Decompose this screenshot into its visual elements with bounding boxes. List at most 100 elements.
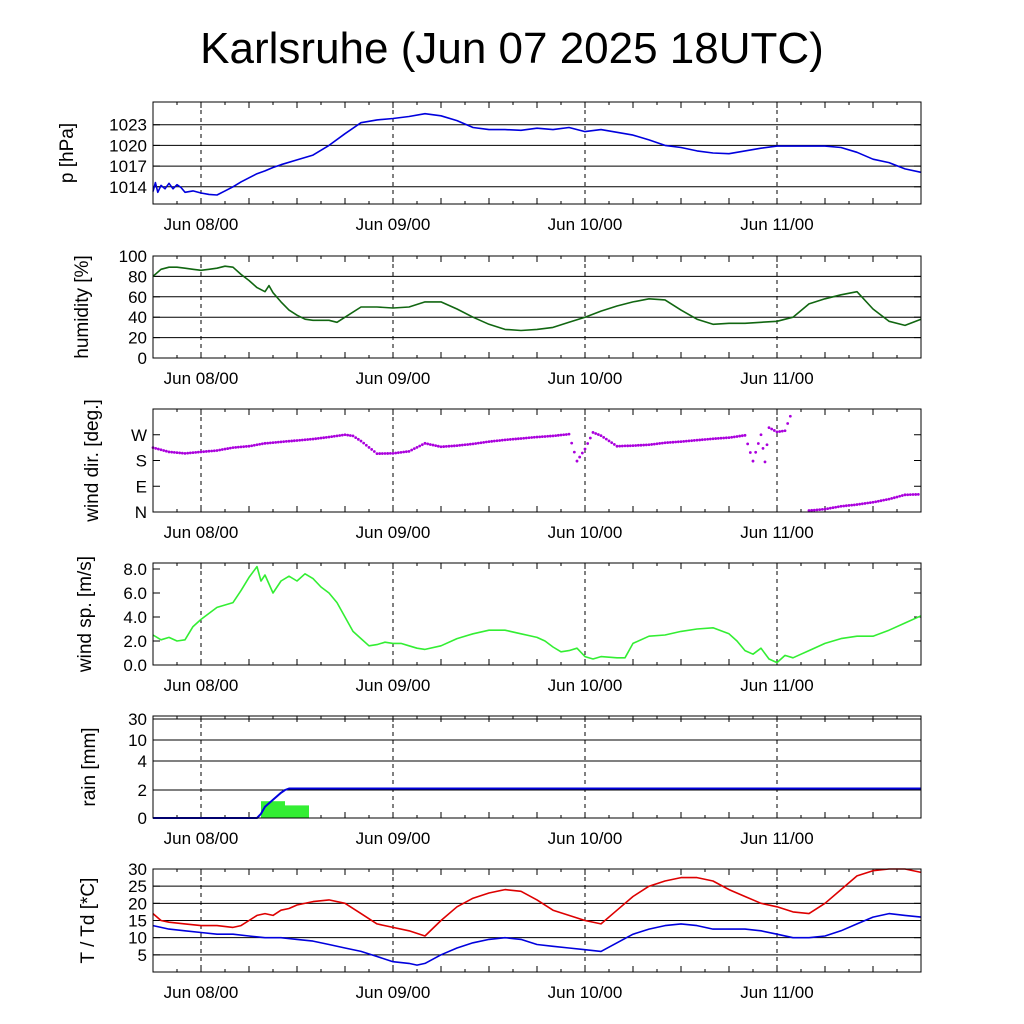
wind-dir-point xyxy=(436,444,440,448)
wind-dir-point xyxy=(772,429,776,432)
wind-dir-point xyxy=(346,433,350,437)
wind-dir-point xyxy=(506,438,510,442)
wind-dir-point xyxy=(724,436,728,440)
y-tick-label: 1014 xyxy=(109,178,147,197)
wind-dir-point xyxy=(335,434,339,438)
wind-dir-point xyxy=(815,508,819,512)
wind-dir-point xyxy=(690,439,694,443)
wind-dir-point xyxy=(834,505,838,509)
wind-dir-point xyxy=(620,444,624,448)
wind-dir-point xyxy=(668,440,672,444)
wind-dir-point xyxy=(316,436,320,440)
y-tick-label: 2.0 xyxy=(123,632,147,651)
wind-dir-point xyxy=(364,443,368,447)
wind-dir-point xyxy=(420,443,424,447)
wind-dir-point xyxy=(220,448,224,451)
wind-dir-point xyxy=(871,500,875,504)
wind-dir-point xyxy=(482,440,486,444)
wind-dir-point xyxy=(700,438,704,442)
wind-dir-point xyxy=(186,451,190,455)
wind-dir-point xyxy=(476,441,480,445)
wind-dir-point xyxy=(540,435,544,439)
wind-dir-point xyxy=(468,442,472,446)
wind-dir-point xyxy=(892,496,896,500)
wind-dir-point xyxy=(319,436,323,440)
wind-dir-point xyxy=(300,438,304,442)
wind-dir-point xyxy=(359,439,363,443)
wind-dir-point xyxy=(527,436,531,440)
wind-dir-point xyxy=(572,450,576,454)
x-tick-label: Jun 10/00 xyxy=(548,369,623,388)
y-tick-label: S xyxy=(136,452,147,471)
y-tick-label: 0 xyxy=(138,349,147,368)
y-tick-label: 4.0 xyxy=(123,608,147,627)
wind-dir-point xyxy=(647,443,651,447)
wind-dir-point xyxy=(274,440,278,444)
wind-dir-point xyxy=(242,445,246,449)
wind-dir-point xyxy=(810,508,814,512)
wind-dir-point xyxy=(567,432,571,436)
wind-dir-point xyxy=(260,442,264,446)
wind-dir-point xyxy=(442,445,446,448)
wind-dir-point xyxy=(716,436,720,440)
wind-dir-point xyxy=(487,440,491,444)
wind-dir-point xyxy=(399,450,403,454)
wind-dir-point xyxy=(658,442,662,445)
wind-dir-point xyxy=(172,450,176,454)
series-line-0-0 xyxy=(152,112,922,196)
wind-dir-point xyxy=(322,436,326,440)
wind-dir-point xyxy=(535,435,539,439)
wind-dir-point xyxy=(623,444,627,448)
wind-dir-point xyxy=(818,508,822,512)
wind-dir-point xyxy=(471,442,475,446)
wind-dir-point xyxy=(412,447,416,451)
wind-dir-point xyxy=(906,493,910,497)
wind-dir-point xyxy=(847,504,851,507)
wind-dir-point xyxy=(554,434,558,438)
wind-dir-point xyxy=(642,443,646,447)
panel-4: 0 2 4 10 30 Jun 08/00 Jun 09/00 Jun 10/00 Jun 11… xyxy=(79,710,922,848)
wind-dir-point xyxy=(327,435,331,439)
wind-dir-point xyxy=(874,500,878,504)
wind-dir-point xyxy=(255,443,259,447)
wind-dir-point xyxy=(180,451,184,455)
wind-dir-point xyxy=(415,445,419,449)
wind-dir-point xyxy=(522,436,526,440)
wind-dir-point xyxy=(380,452,384,455)
wind-dir-point xyxy=(876,499,880,503)
wind-dir-point xyxy=(218,448,222,452)
wind-dir-point xyxy=(748,451,752,454)
wind-dir-point xyxy=(199,450,203,454)
wind-dir-point xyxy=(207,449,211,453)
wind-dir-point xyxy=(407,449,411,453)
wind-dir-point xyxy=(602,435,606,439)
wind-dir-point xyxy=(298,438,302,442)
wind-dir-point xyxy=(503,438,507,442)
wind-dir-point xyxy=(308,437,312,441)
wind-dir-point xyxy=(404,450,408,454)
wind-dir-point xyxy=(828,506,832,510)
plot-frame xyxy=(152,715,922,819)
x-tick-label: Jun 11/00 xyxy=(740,523,813,542)
x-tick-label: Jun 11/00 xyxy=(740,983,813,1002)
wind-dir-point xyxy=(516,437,520,441)
wind-dir-point xyxy=(852,503,856,507)
wind-dir-point xyxy=(655,442,659,446)
wind-dir-point xyxy=(698,438,702,442)
wind-dir-point xyxy=(580,451,584,455)
wind-dir-point xyxy=(660,441,664,445)
wind-dir-point xyxy=(618,444,622,448)
x-tick-label: Jun 09/00 xyxy=(356,676,431,695)
wind-dir-point xyxy=(314,437,318,441)
wind-dir-point xyxy=(708,437,712,441)
x-tick-label: Jun 09/00 xyxy=(356,215,431,234)
wind-dir-point xyxy=(903,493,907,497)
wind-dir-point xyxy=(490,439,494,443)
wind-dir-point xyxy=(164,449,168,453)
wind-dir-point xyxy=(290,439,294,443)
y-tick-label: 15 xyxy=(128,912,147,931)
wind-dir-point xyxy=(498,439,502,442)
y-tick-label: 1023 xyxy=(109,116,147,135)
